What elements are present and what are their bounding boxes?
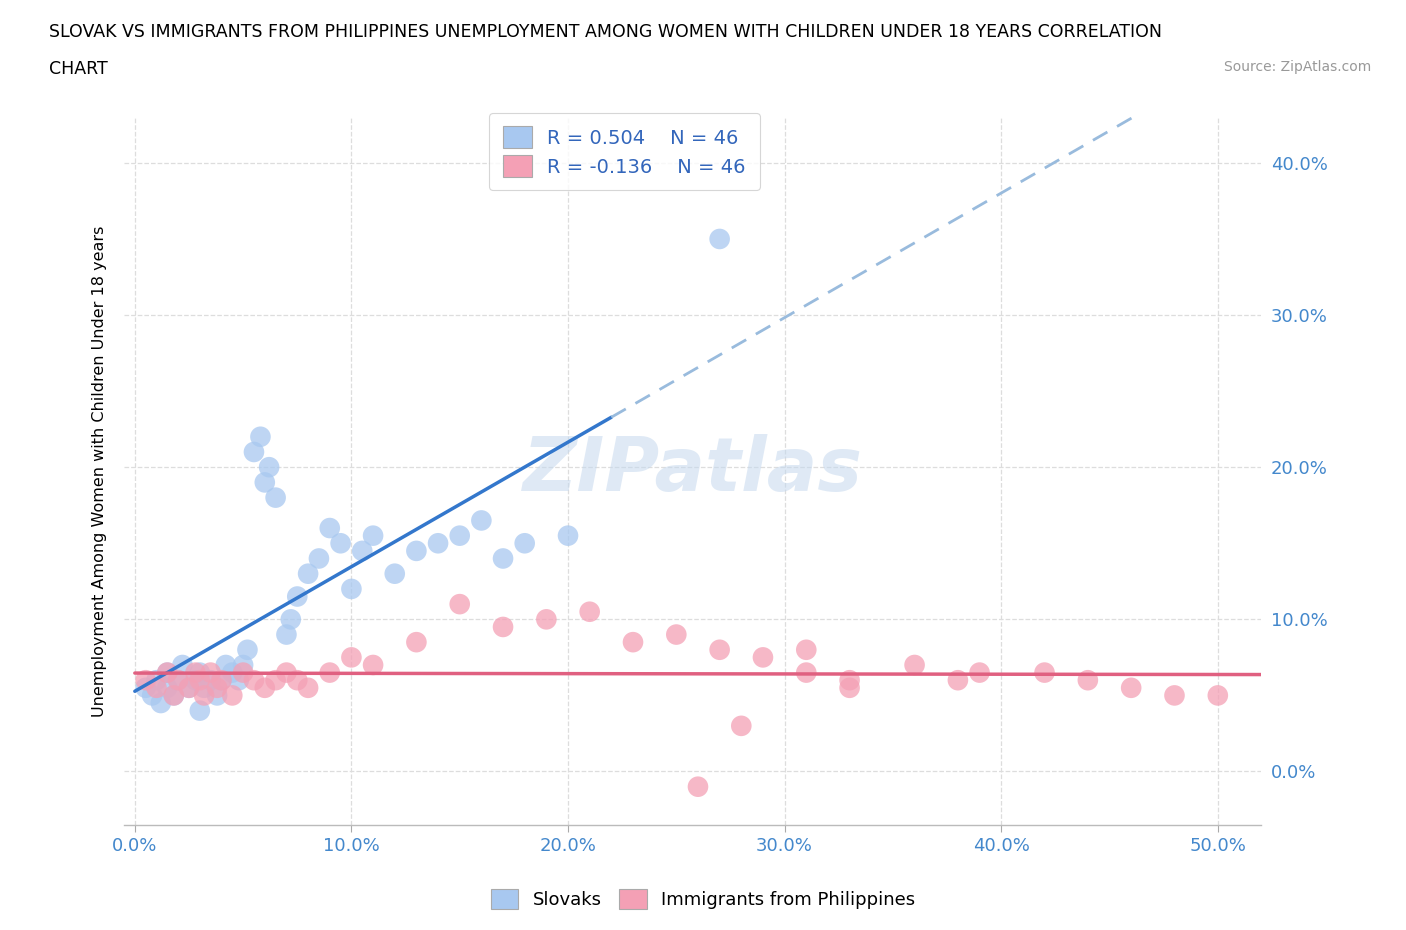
Point — [838, 681, 860, 696]
Point — [340, 581, 363, 596]
Point — [243, 445, 266, 459]
Point — [405, 635, 427, 650]
Point — [200, 672, 222, 687]
Point — [1163, 688, 1185, 703]
Point — [969, 665, 991, 680]
Point — [384, 566, 406, 581]
Point — [361, 528, 384, 543]
Point — [205, 681, 228, 696]
Point — [232, 665, 254, 680]
Point — [184, 672, 207, 687]
Point — [794, 665, 817, 680]
Point — [686, 779, 709, 794]
Text: Source: ZipAtlas.com: Source: ZipAtlas.com — [1223, 60, 1371, 74]
Y-axis label: Unemployment Among Women with Children Under 18 years: Unemployment Among Women with Children U… — [93, 225, 107, 717]
Text: ZIPatlas: ZIPatlas — [523, 434, 862, 508]
Point — [361, 658, 384, 672]
Point — [838, 672, 860, 687]
Point — [308, 551, 330, 566]
Point — [145, 681, 167, 696]
Point — [709, 232, 731, 246]
Point — [188, 703, 211, 718]
Point — [276, 665, 298, 680]
Point — [297, 566, 319, 581]
Point — [193, 688, 215, 703]
Point — [149, 696, 172, 711]
Point — [340, 650, 363, 665]
Point — [205, 688, 228, 703]
Point — [135, 672, 157, 687]
Point — [794, 643, 817, 658]
Point — [228, 672, 250, 687]
Point — [285, 589, 308, 604]
Point — [352, 543, 374, 558]
Point — [280, 612, 302, 627]
Point — [221, 688, 243, 703]
Point — [264, 490, 287, 505]
Point — [1121, 681, 1143, 696]
Point — [167, 672, 190, 687]
Point — [285, 672, 308, 687]
Point — [184, 665, 207, 680]
Point — [156, 665, 179, 680]
Point — [329, 536, 352, 551]
Point — [188, 665, 211, 680]
Point — [135, 681, 157, 696]
Point — [156, 681, 179, 696]
Point — [243, 672, 266, 687]
Point — [730, 718, 752, 733]
Point — [257, 459, 280, 474]
Point — [276, 627, 298, 642]
Point — [232, 658, 254, 672]
Point — [492, 551, 515, 566]
Point — [621, 635, 644, 650]
Point — [297, 681, 319, 696]
Text: CHART: CHART — [49, 60, 108, 78]
Point — [177, 681, 200, 696]
Point — [215, 658, 238, 672]
Point — [492, 619, 515, 634]
Point — [449, 597, 471, 612]
Point — [249, 430, 271, 445]
Point — [264, 672, 287, 687]
Point — [253, 475, 276, 490]
Point — [188, 672, 211, 687]
Point — [156, 665, 179, 680]
Point — [578, 604, 600, 619]
Point — [145, 672, 167, 687]
Legend: Slovaks, Immigrants from Philippines: Slovaks, Immigrants from Philippines — [484, 882, 922, 916]
Point — [513, 536, 536, 551]
Point — [253, 681, 276, 696]
Point — [200, 665, 222, 680]
Point — [557, 528, 579, 543]
Point — [470, 513, 492, 528]
Point — [211, 672, 233, 687]
Point — [752, 650, 775, 665]
Point — [1206, 688, 1229, 703]
Point — [163, 688, 186, 703]
Point — [177, 681, 200, 696]
Point — [405, 543, 427, 558]
Legend: R = 0.504    N = 46, R = -0.136    N = 46: R = 0.504 N = 46, R = -0.136 N = 46 — [489, 113, 759, 191]
Point — [319, 521, 342, 536]
Point — [221, 665, 243, 680]
Text: SLOVAK VS IMMIGRANTS FROM PHILIPPINES UNEMPLOYMENT AMONG WOMEN WITH CHILDREN UND: SLOVAK VS IMMIGRANTS FROM PHILIPPINES UN… — [49, 23, 1163, 41]
Point — [236, 643, 259, 658]
Point — [1033, 665, 1056, 680]
Point — [903, 658, 925, 672]
Point — [709, 643, 731, 658]
Point — [1077, 672, 1099, 687]
Point — [536, 612, 558, 627]
Point — [946, 672, 969, 687]
Point — [193, 681, 215, 696]
Point — [172, 658, 194, 672]
Point — [665, 627, 688, 642]
Point — [167, 672, 190, 687]
Point — [163, 688, 186, 703]
Point — [141, 688, 163, 703]
Point — [319, 665, 342, 680]
Point — [449, 528, 471, 543]
Point — [427, 536, 450, 551]
Point — [211, 672, 233, 687]
